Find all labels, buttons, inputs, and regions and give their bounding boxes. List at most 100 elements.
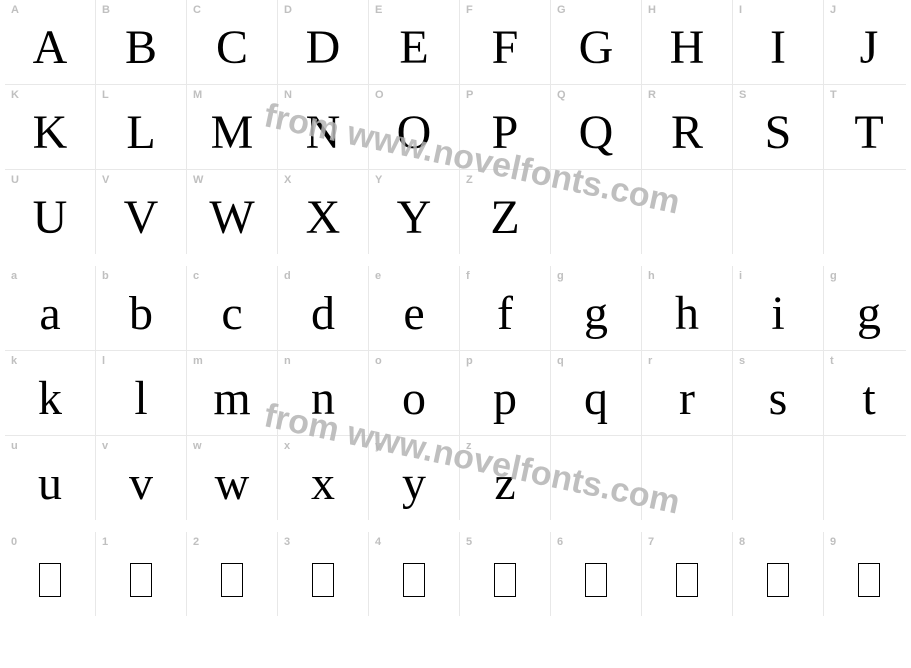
lowercase-grid: aabbccddeeffgghhiiggkkllmmnnooppqqrrsstt… bbox=[5, 266, 906, 520]
glyph-char: V bbox=[124, 194, 159, 242]
glyph-cell-x: xx bbox=[278, 436, 368, 520]
key-label: t bbox=[830, 355, 834, 367]
glyph-char: J bbox=[860, 24, 879, 72]
placeholder-glyph-icon bbox=[676, 563, 698, 597]
placeholder-glyph-icon bbox=[39, 563, 61, 597]
glyph-char: C bbox=[216, 24, 248, 72]
key-label: x bbox=[284, 440, 290, 452]
key-label: q bbox=[557, 355, 564, 367]
glyph-char: n bbox=[311, 375, 335, 423]
glyph-char: M bbox=[211, 109, 254, 157]
digits-section: 0123456789 bbox=[0, 532, 911, 616]
glyph-char: A bbox=[33, 24, 68, 72]
glyph-cell-H: HH bbox=[642, 0, 732, 84]
glyph-cell-E: EE bbox=[369, 0, 459, 84]
glyph-cell-Q: QQ bbox=[551, 85, 641, 169]
empty-cell bbox=[824, 436, 911, 520]
glyph-cell-1: 1 bbox=[96, 532, 186, 616]
glyph-cell-X: XX bbox=[278, 170, 368, 254]
key-label: h bbox=[648, 270, 655, 282]
glyph-char: D bbox=[306, 24, 341, 72]
key-label: 3 bbox=[284, 536, 290, 548]
key-label: o bbox=[375, 355, 382, 367]
glyph-char: u bbox=[38, 460, 62, 508]
key-label: z bbox=[466, 440, 472, 452]
key-label: 1 bbox=[102, 536, 108, 548]
glyph-char: B bbox=[125, 24, 157, 72]
glyph-char: e bbox=[403, 290, 424, 338]
glyph-cell-S: SS bbox=[733, 85, 823, 169]
glyph-cell-g: gg bbox=[824, 266, 911, 350]
glyph-char: z bbox=[494, 460, 515, 508]
glyph-cell-G: GG bbox=[551, 0, 641, 84]
glyph-char: R bbox=[671, 109, 703, 157]
glyph-char: g bbox=[857, 290, 881, 338]
key-label: E bbox=[375, 4, 382, 16]
glyph-cell-W: WW bbox=[187, 170, 277, 254]
key-label: b bbox=[102, 270, 109, 282]
glyph-cell-Z: ZZ bbox=[460, 170, 550, 254]
key-label: g bbox=[557, 270, 564, 282]
glyph-char: T bbox=[854, 109, 883, 157]
glyph-cell-c: cc bbox=[187, 266, 277, 350]
glyph-char: g bbox=[584, 290, 608, 338]
key-label: g bbox=[830, 270, 837, 282]
glyph-cell-l: ll bbox=[96, 351, 186, 435]
key-label: 7 bbox=[648, 536, 654, 548]
glyph-cell-Y: YY bbox=[369, 170, 459, 254]
glyph-char: v bbox=[129, 460, 153, 508]
glyph-char: r bbox=[679, 375, 695, 423]
glyph-cell-R: RR bbox=[642, 85, 732, 169]
key-label: i bbox=[739, 270, 742, 282]
glyph-cell-4: 4 bbox=[369, 532, 459, 616]
glyph-char: d bbox=[311, 290, 335, 338]
glyph-char: I bbox=[770, 24, 786, 72]
empty-cell bbox=[551, 170, 641, 254]
glyph-char: G bbox=[579, 24, 614, 72]
key-label: c bbox=[193, 270, 199, 282]
glyph-cell-s: ss bbox=[733, 351, 823, 435]
glyph-char: h bbox=[675, 290, 699, 338]
key-label: P bbox=[466, 89, 473, 101]
glyph-cell-t: tt bbox=[824, 351, 911, 435]
key-label: 6 bbox=[557, 536, 563, 548]
lowercase-section: aabbccddeeffgghhiiggkkllmmnnooppqqrrsstt… bbox=[0, 266, 911, 520]
key-label: X bbox=[284, 174, 291, 186]
placeholder-glyph-icon bbox=[858, 563, 880, 597]
key-label: B bbox=[102, 4, 110, 16]
key-label: S bbox=[739, 89, 746, 101]
glyph-char: w bbox=[215, 460, 250, 508]
glyph-char: E bbox=[399, 24, 428, 72]
glyph-cell-a: aa bbox=[5, 266, 95, 350]
glyph-cell-7: 7 bbox=[642, 532, 732, 616]
glyph-cell-P: PP bbox=[460, 85, 550, 169]
key-label: u bbox=[11, 440, 18, 452]
glyph-char: p bbox=[493, 375, 517, 423]
glyph-char: O bbox=[397, 109, 432, 157]
glyph-cell-L: LL bbox=[96, 85, 186, 169]
glyph-cell-d: dd bbox=[278, 266, 368, 350]
glyph-char: P bbox=[492, 109, 519, 157]
key-label: K bbox=[11, 89, 19, 101]
empty-cell bbox=[824, 170, 911, 254]
glyph-char: Z bbox=[490, 194, 519, 242]
glyph-char: a bbox=[39, 290, 60, 338]
glyph-cell-z: zz bbox=[460, 436, 550, 520]
glyph-char: W bbox=[209, 194, 254, 242]
placeholder-glyph-icon bbox=[403, 563, 425, 597]
glyph-cell-I: II bbox=[733, 0, 823, 84]
glyph-char: K bbox=[33, 109, 68, 157]
digits-grid: 0123456789 bbox=[5, 532, 906, 616]
key-label: l bbox=[102, 355, 105, 367]
key-label: J bbox=[830, 4, 836, 16]
key-label: e bbox=[375, 270, 381, 282]
glyph-char: N bbox=[306, 109, 341, 157]
glyph-cell-0: 0 bbox=[5, 532, 95, 616]
glyph-char: X bbox=[306, 194, 341, 242]
glyph-cell-A: AA bbox=[5, 0, 95, 84]
key-label: N bbox=[284, 89, 292, 101]
glyph-cell-J: JJ bbox=[824, 0, 911, 84]
placeholder-glyph-icon bbox=[585, 563, 607, 597]
glyph-char: c bbox=[221, 290, 242, 338]
empty-cell bbox=[551, 436, 641, 520]
